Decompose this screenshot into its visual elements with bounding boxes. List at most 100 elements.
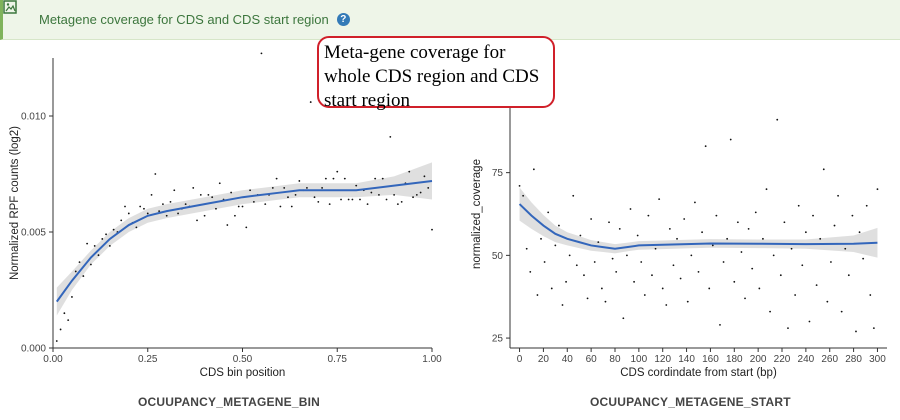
bin-point: [370, 191, 373, 194]
bin-point: [313, 196, 316, 199]
bin-point: [423, 175, 426, 178]
start-point: [694, 201, 696, 204]
start-point: [583, 274, 585, 277]
bin-point: [427, 187, 430, 189]
caption-metagene-bin: OCUUPANCY_METAGENE_BIN: [138, 395, 320, 409]
bin-y-axis-title: Normalized RPF counts (log2): [9, 126, 21, 280]
bin-x-tick-label: 0.00: [43, 354, 63, 365]
bin-point: [150, 193, 153, 196]
start-point: [590, 218, 593, 220]
start-x-tick-label: 200: [750, 354, 767, 365]
bin-point: [59, 328, 62, 331]
start-point: [715, 214, 718, 217]
bin-y-tick-label: 0.000: [21, 344, 46, 355]
start-point: [812, 214, 814, 217]
start-x-tick-label: 80: [609, 354, 621, 365]
start-point: [840, 310, 843, 313]
start-point: [626, 254, 628, 257]
bin-point: [82, 275, 85, 277]
bin-point: [260, 52, 263, 55]
start-y-tick-label: 75: [492, 168, 504, 179]
start-point: [776, 118, 779, 121]
start-point: [647, 214, 650, 217]
start-point: [865, 204, 868, 207]
start-point: [529, 271, 532, 273]
bin-point: [105, 233, 107, 236]
start-point: [597, 241, 600, 244]
panel-title: Metagene coverage for CDS and CDS start …: [39, 12, 329, 27]
start-point: [769, 310, 771, 313]
start-x-tick-label: 40: [562, 354, 574, 365]
start-point: [736, 221, 739, 224]
start-point: [654, 247, 657, 250]
start-point: [747, 227, 750, 230]
bin-point: [385, 198, 388, 201]
bin-point: [374, 177, 377, 180]
bin-smooth-line: [55, 179, 433, 303]
start-point: [679, 277, 682, 280]
start-point: [819, 237, 822, 240]
start-x-tick-label: 100: [631, 354, 648, 365]
start-point: [536, 294, 539, 296]
bin-point: [120, 219, 123, 222]
start-point: [611, 257, 614, 260]
start-point: [525, 247, 528, 250]
bin-point: [271, 187, 274, 189]
start-point: [711, 244, 714, 247]
start-point: [522, 194, 525, 197]
bin-point: [264, 203, 267, 206]
bin-x-axis-title: CDS bin position: [200, 367, 286, 379]
bin-x-tick-label: 0.25: [138, 354, 158, 365]
bin-point: [389, 135, 392, 138]
bin-point: [143, 207, 145, 210]
start-point: [668, 227, 671, 230]
bin-point: [366, 203, 369, 206]
start-point: [543, 261, 546, 263]
bin-point: [412, 196, 414, 199]
start-point: [869, 294, 872, 296]
bin-point: [90, 263, 92, 266]
bin-point: [249, 189, 251, 192]
metagene-bin-chart: 0.00 0.25 0.50 0.75 1.00 0.000 0.005 0.010 CDS b…: [9, 52, 442, 379]
bin-point: [400, 200, 403, 203]
start-x-tick-label: 220: [774, 354, 791, 365]
bin-point: [328, 203, 331, 206]
start-x-tick-label: 60: [586, 354, 598, 365]
start-point: [518, 184, 521, 187]
start-point: [804, 231, 807, 234]
bin-point: [298, 180, 301, 182]
bin-point: [203, 214, 206, 217]
start-smooth-line: [518, 203, 878, 250]
start-point: [568, 254, 571, 257]
start-point: [586, 297, 589, 300]
start-point: [690, 254, 693, 257]
start-point: [547, 211, 550, 214]
start-point: [801, 264, 804, 267]
start-point: [622, 317, 625, 320]
bin-point: [192, 187, 195, 189]
start-point: [872, 327, 875, 330]
start-point: [787, 327, 789, 330]
start-point: [604, 300, 607, 303]
bin-point: [234, 214, 236, 217]
start-point: [651, 274, 653, 277]
bin-point: [158, 210, 161, 213]
bin-point: [101, 238, 104, 240]
start-point: [847, 274, 850, 277]
start-point: [643, 294, 646, 296]
bin-point: [381, 177, 384, 180]
bin-point: [112, 228, 115, 231]
start-point: [572, 194, 575, 197]
start-x-tick-label: 0: [517, 354, 523, 365]
start-point: [833, 224, 836, 227]
bin-point: [207, 193, 210, 196]
start-point: [851, 214, 854, 217]
question-circle-icon[interactable]: ?: [336, 13, 350, 26]
start-point: [575, 264, 578, 267]
bin-point: [347, 198, 350, 201]
bin-point: [275, 177, 278, 180]
start-point: [554, 244, 557, 247]
bin-point: [294, 193, 297, 196]
bin-point: [321, 187, 323, 189]
bin-point: [230, 191, 233, 194]
